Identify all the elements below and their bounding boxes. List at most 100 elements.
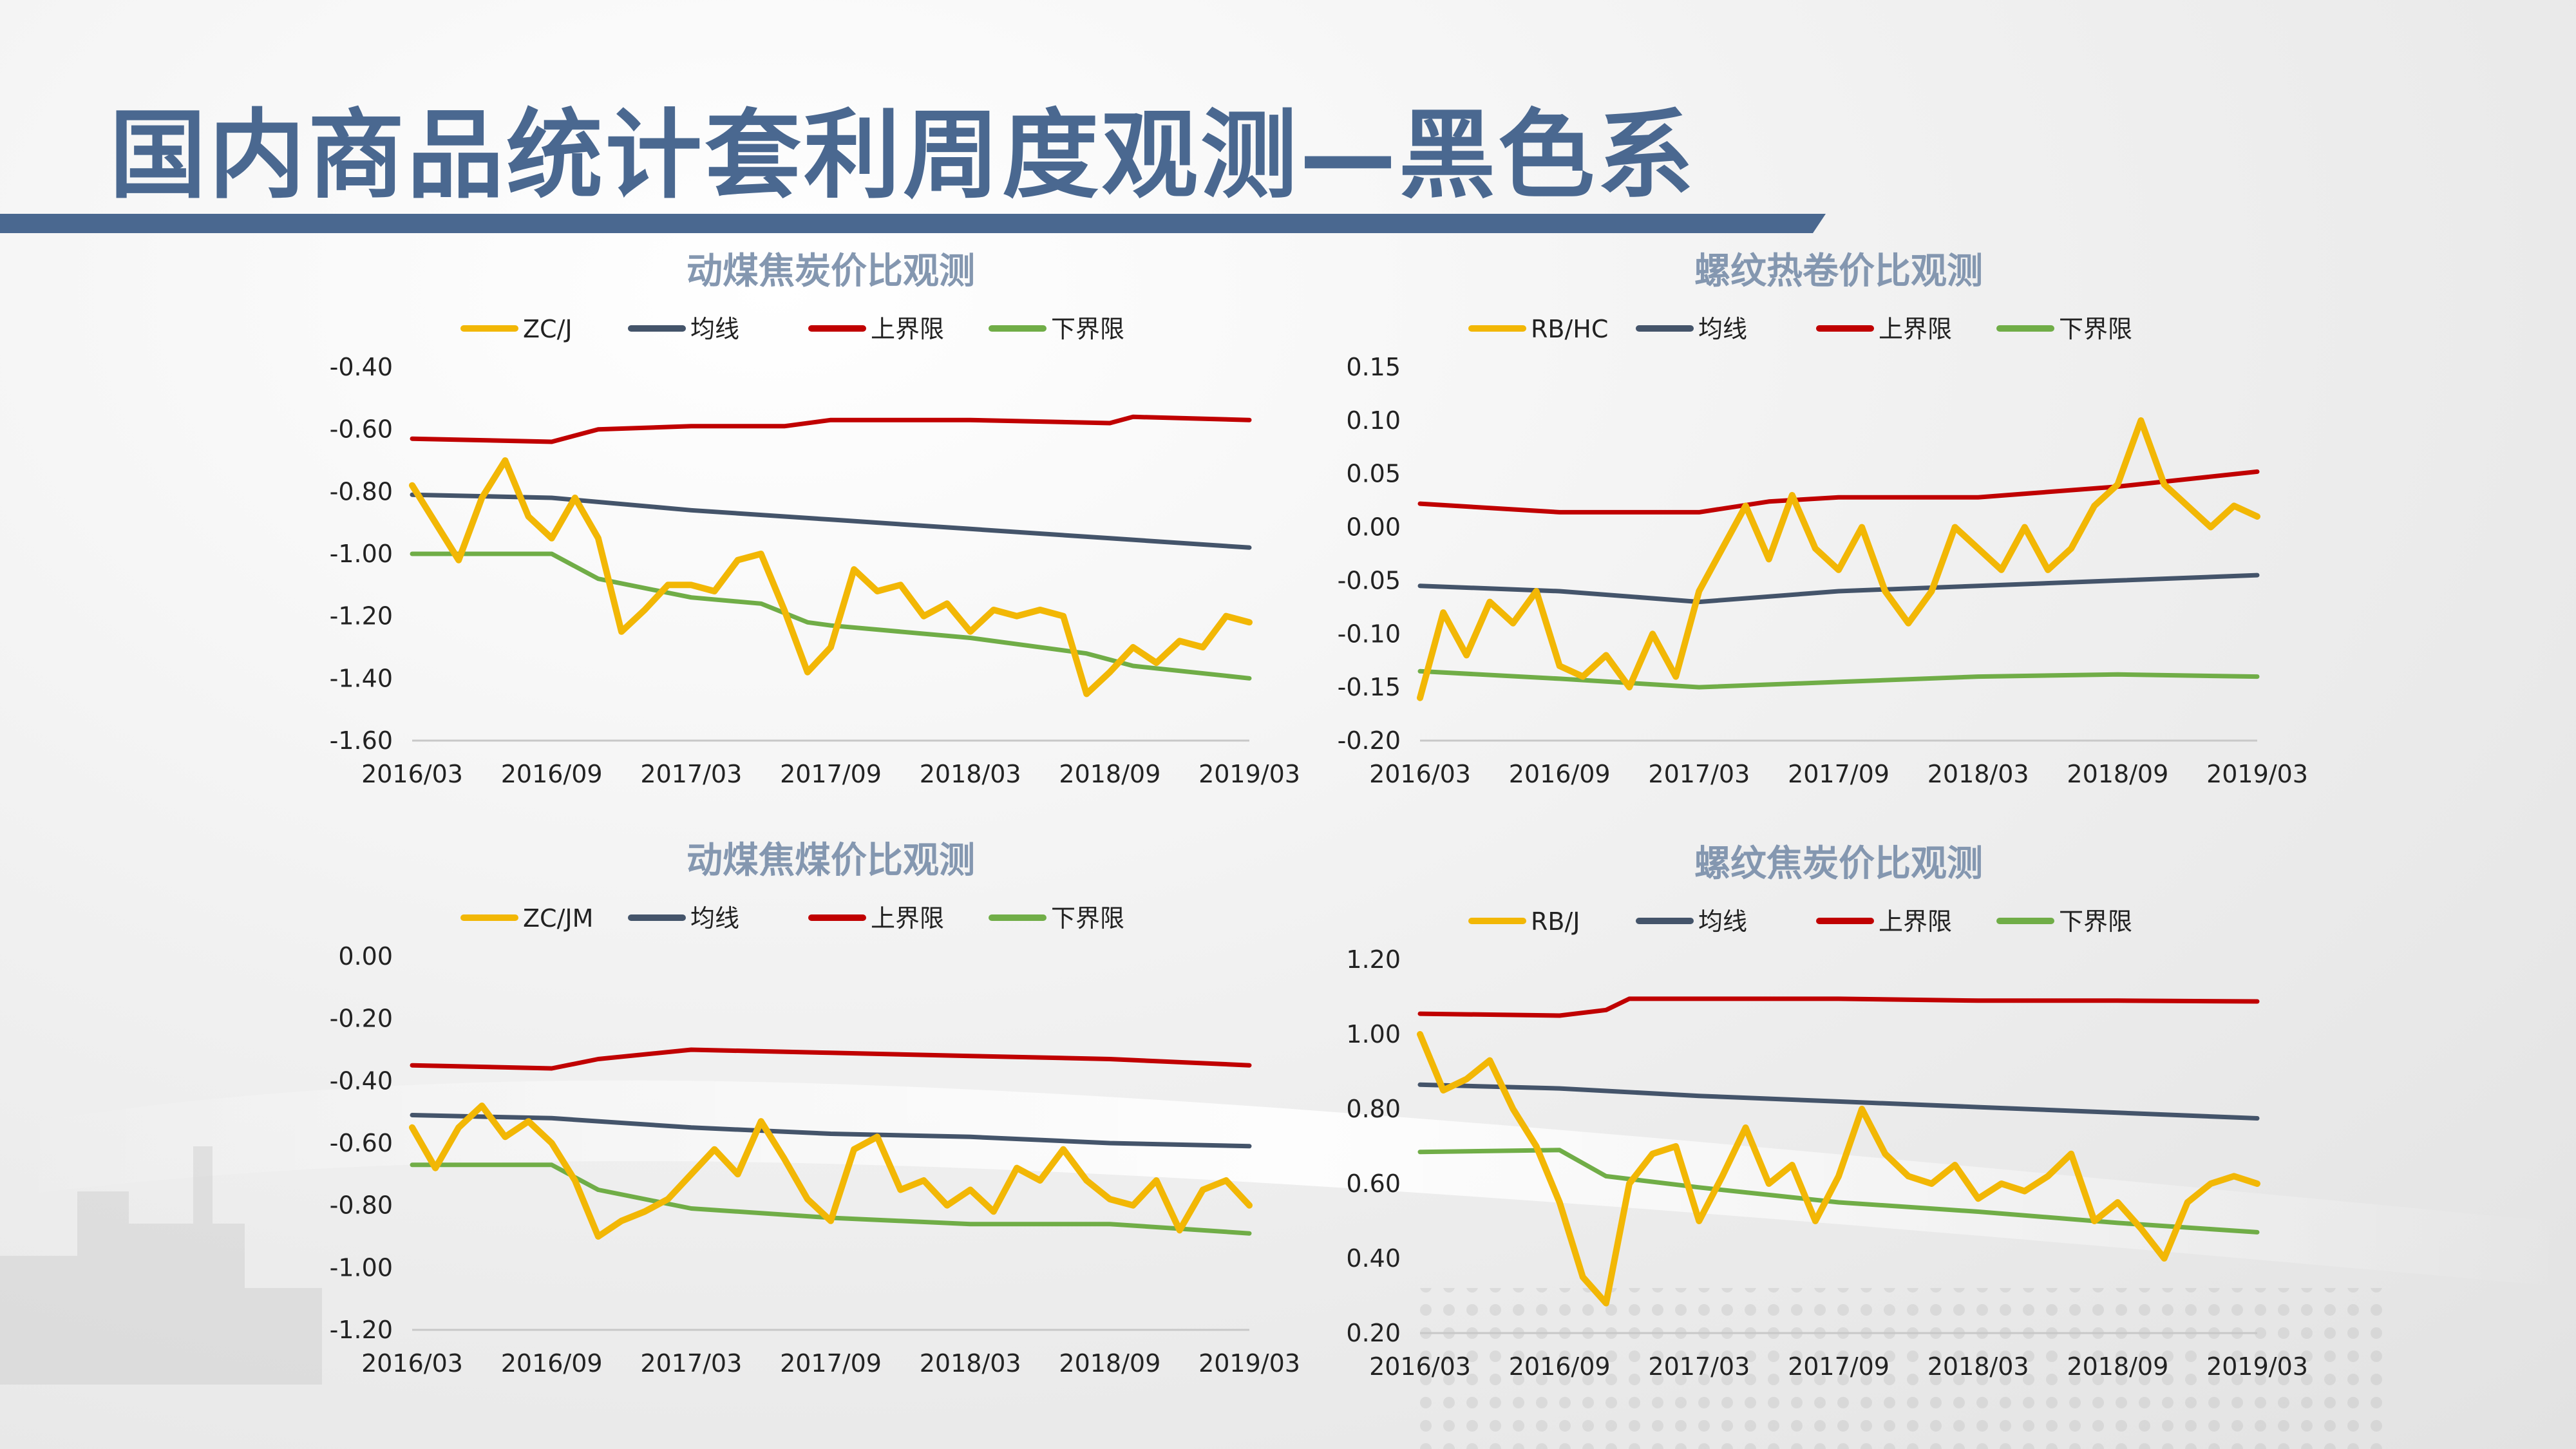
- chart-title: 螺纹焦炭价比观测: [1694, 843, 1983, 885]
- x-tick-label: 2016/03: [361, 1349, 463, 1378]
- chart-zc-jm: 动煤焦煤价比观测 ZC/JM 均线 上界限 下界限 0.00 -0.20 -0.40 -0.60…: [330, 840, 1300, 1378]
- x-tick-label: 2018/03: [1927, 1352, 2029, 1381]
- y-tick-label: -0.10: [1338, 620, 1401, 648]
- bg-dots: [1417, 1288, 2383, 1449]
- series-line-mean: [1417, 573, 2260, 605]
- legend-label: 上界限: [871, 315, 944, 343]
- legend-label: 上界限: [871, 904, 944, 933]
- legend-label: RB/HC: [1531, 315, 1608, 343]
- series-line-upper: [1417, 469, 2260, 515]
- legend-label: 下界限: [1051, 904, 1124, 933]
- chart-rb-j: 螺纹焦炭价比观测 RB/J 均线 上界限 下界限 1.20 1.00 0.80 0.60 0.40…: [1346, 843, 2308, 1381]
- chart-panel-zc-j: 动煤焦炭价比观测 ZC/J 均线 上界限 下界限 -0.40 -0.60 -0.80 -1.00…: [270, 238, 1430, 831]
- series-line-ratio: [1417, 1031, 2260, 1307]
- legend-label: ZC/J: [523, 315, 573, 343]
- legend-item: RB/J: [1468, 907, 1580, 936]
- x-tick-label: 2017/09: [780, 760, 882, 788]
- x-tick-label: 2018/09: [1059, 1349, 1160, 1378]
- x-tick-label: 2018/09: [2067, 1352, 2168, 1381]
- x-tick-label: 2017/09: [1788, 760, 1889, 788]
- y-tick-label: -1.20: [330, 602, 393, 630]
- legend-item: 上界限: [1816, 315, 1952, 343]
- y-tick-label: -0.80: [330, 1191, 393, 1220]
- y-tick-label: -1.40: [330, 664, 393, 692]
- x-tick-label: 2016/03: [1369, 760, 1471, 788]
- x-tick-label: 2018/09: [1059, 760, 1160, 788]
- bg-swoosh: [0, 1080, 2576, 1288]
- legend-label: 下界限: [2059, 315, 2132, 343]
- x-tick-label: 2017/03: [1648, 1352, 1750, 1381]
- legend-label: 均线: [1698, 907, 1747, 936]
- series-line-mean: [410, 1113, 1252, 1149]
- title-underline-bar: [0, 214, 1826, 233]
- y-tick-label: 0.20: [1346, 1319, 1401, 1347]
- x-tick-label: 2019/03: [2206, 1352, 2308, 1381]
- chart-title: 动煤焦煤价比观测: [687, 840, 975, 882]
- series-line-lower: [410, 551, 1252, 681]
- legend-label: 上界限: [1879, 907, 1952, 936]
- legend-label: RB/J: [1531, 907, 1580, 936]
- x-tick-label: 2017/09: [780, 1349, 882, 1378]
- legend-item: 均线: [628, 315, 739, 343]
- y-tick-label: 0.00: [338, 942, 393, 971]
- chart-panel-rb-j: 螺纹焦炭价比观测 RB/J 均线 上界限 下界限 1.20 1.00 0.80 0.60 0.40…: [1278, 831, 2438, 1423]
- y-tick-label: -0.05: [1338, 566, 1401, 594]
- chart-zc-j: 动煤焦炭价比观测 ZC/J 均线 上界限 下界限 -0.40 -0.60 -0.80 -1.00…: [330, 251, 1300, 788]
- series-line-lower: [1417, 668, 2260, 690]
- legend-label: ZC/JM: [523, 904, 593, 933]
- legend-label: 下界限: [1051, 315, 1124, 343]
- y-tick-label: -0.15: [1338, 673, 1401, 701]
- legend-item: 均线: [628, 904, 739, 933]
- legend-item: 上界限: [808, 904, 944, 933]
- legend-label: 均线: [1698, 315, 1747, 343]
- series-line-ratio: [409, 457, 1253, 697]
- legend-item: ZC/JM: [460, 904, 593, 933]
- x-tick-label: 2016/09: [1509, 760, 1611, 788]
- x-tick-label: 2016/09: [501, 760, 603, 788]
- y-tick-label: 0.40: [1346, 1244, 1401, 1273]
- x-tick-label: 2017/03: [640, 760, 742, 788]
- legend-item: 上界限: [1816, 907, 1952, 936]
- legend-item: RB/HC: [1468, 315, 1608, 343]
- x-tick-label: 2019/03: [2206, 760, 2308, 788]
- legend-label: 上界限: [1879, 315, 1952, 343]
- legend-label: 下界限: [2059, 907, 2132, 936]
- chart-panel-zc-jm: 动煤焦煤价比观测 ZC/JM 均线 上界限 下界限 0.00 -0.20 -0.40 -0.60…: [270, 828, 1430, 1420]
- chart-title: 螺纹热卷价比观测: [1694, 251, 1983, 292]
- series-line-upper: [410, 414, 1252, 444]
- y-tick-label: 0.00: [1346, 513, 1401, 542]
- x-tick-label: 2017/09: [1788, 1352, 1889, 1381]
- x-tick-label: 2019/03: [1198, 760, 1300, 788]
- bg-skyline: [0, 1146, 322, 1385]
- y-tick-label: -1.00: [330, 1253, 393, 1282]
- y-tick-label: 0.60: [1346, 1170, 1401, 1198]
- chart-title: 动煤焦炭价比观测: [687, 251, 975, 292]
- x-tick-label: 2017/03: [1648, 760, 1750, 788]
- series-line-upper: [410, 1047, 1252, 1071]
- x-tick-label: 2016/03: [1369, 1352, 1471, 1381]
- legend-item: 均线: [1636, 315, 1747, 343]
- legend-item: 下界限: [989, 904, 1124, 933]
- series-line-ratio: [1417, 417, 2260, 701]
- series-line-mean: [1417, 1082, 2260, 1121]
- x-tick-label: 2018/03: [920, 1349, 1021, 1378]
- legend-item: 均线: [1636, 907, 1747, 936]
- x-tick-label: 2018/03: [920, 760, 1021, 788]
- y-tick-label: -1.00: [330, 540, 393, 568]
- y-tick-label: -0.20: [1338, 726, 1401, 755]
- series-line-upper: [1417, 996, 2260, 1018]
- legend-label: 均线: [690, 315, 739, 343]
- y-tick-label: -0.40: [330, 1066, 393, 1095]
- y-tick-label: 0.80: [1346, 1095, 1401, 1123]
- y-tick-label: -1.60: [330, 726, 393, 755]
- series-line-mean: [410, 492, 1252, 550]
- x-tick-label: 2018/09: [2067, 760, 2168, 788]
- y-tick-label: 1.00: [1346, 1020, 1401, 1048]
- chart-rb-hc: 螺纹热卷价比观测 RB/HC 均线 上界限 下界限 0.15 0.10 0.05 0.00 -0.…: [1338, 251, 2308, 788]
- y-tick-label: -0.80: [330, 477, 393, 506]
- series-line-lower: [410, 1162, 1252, 1236]
- legend-item: 下界限: [989, 315, 1124, 343]
- x-tick-label: 2016/03: [361, 760, 463, 788]
- legend-label: 均线: [690, 904, 739, 933]
